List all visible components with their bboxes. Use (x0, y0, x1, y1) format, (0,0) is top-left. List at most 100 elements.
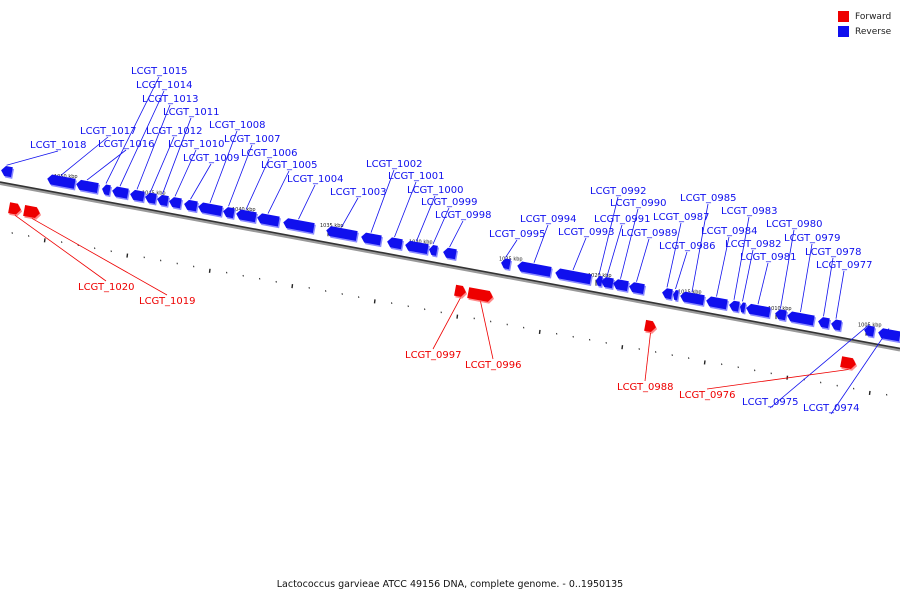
leader-line (636, 238, 650, 282)
gene-arrow-LCGT_0991[interactable] (600, 276, 614, 289)
gene-arrow-LCGT_0987[interactable] (661, 288, 673, 300)
gene-arrow-LCGT_1020[interactable] (8, 202, 22, 215)
gene-arrow-LCGT_0986[interactable] (672, 289, 679, 301)
leader-line (830, 328, 890, 415)
gene-arrow-LCGT_0999[interactable] (428, 244, 438, 256)
gene-arrow-LCGT_0995[interactable] (500, 258, 511, 270)
leader-line (119, 90, 165, 187)
gene-label-LCGT_1002: LCGT_1002 (366, 159, 423, 170)
gene-arrow-LCGT_0977[interactable] (830, 319, 842, 331)
gene-arrow-LCGT_1012[interactable] (144, 192, 157, 204)
scale-label: 1045 kbp (142, 190, 166, 196)
gene-label-LCGT_0998: LCGT_0998 (435, 210, 492, 221)
gene-arrow-LCGT_0979[interactable] (786, 311, 815, 326)
gene-arrow-LCGT_1014[interactable] (111, 186, 129, 199)
gene-LCGT_0980 (774, 308, 789, 323)
gene-arrow-LCGT_1008[interactable] (197, 202, 223, 216)
gene-arrow-LCGT_0990[interactable] (612, 279, 629, 292)
gene-arrow-LCGT_1019[interactable] (23, 205, 41, 219)
leader-line (572, 237, 587, 271)
leader-line (394, 181, 417, 238)
gene-arrow-LCGT_1010[interactable] (168, 196, 182, 209)
gene-arrow-LCGT_0982[interactable] (739, 302, 746, 313)
gene-arrow-LCGT_0994[interactable] (516, 261, 552, 277)
scale-label: 1030 kbp (409, 240, 433, 246)
gene-LCGT_0999 (428, 244, 440, 258)
leader-line (716, 236, 730, 297)
leader-line (267, 170, 290, 214)
gene-arrow-LCGT_1011[interactable] (156, 194, 169, 206)
gene-arrow-LCGT_1018[interactable] (0, 165, 13, 178)
gene-arrow-LCGT_1017[interactable] (46, 174, 76, 189)
leader-line (780, 229, 795, 309)
gene-arrow-LCGT_0981[interactable] (745, 303, 771, 318)
leader-line (505, 239, 518, 258)
gene-label-LCGT_1000: LCGT_1000 (407, 185, 464, 196)
leader-line (606, 224, 623, 277)
leader-line (644, 332, 651, 382)
leader-line (370, 169, 395, 233)
gene-arrow-LCGT_0992[interactable] (595, 275, 603, 287)
gene-arrow-LCGT_0984[interactable] (705, 296, 728, 310)
gene-label-LCGT_0997: LCGT_0997 (405, 350, 462, 361)
gene-arrow-LCGT_1013[interactable] (129, 189, 145, 202)
scale-label: 1020 kbp (588, 273, 612, 279)
minor-tick (291, 284, 294, 289)
gene-arrow-LCGT_1005[interactable] (256, 213, 280, 227)
gene-label-LCGT_1010: LCGT_1010 (168, 139, 225, 150)
gene-arrow-LCGT_0988[interactable] (644, 319, 657, 333)
gene-LCGT_0981 (745, 303, 772, 320)
gene-arrow-LCGT_1002[interactable] (360, 232, 382, 246)
gene-LCGT_0976 (840, 356, 858, 371)
gene-arrow-LCGT_1000[interactable] (404, 240, 429, 255)
gene-arrow-LCGT_0996[interactable] (467, 287, 494, 302)
gene-arrow-LCGT_1007[interactable] (222, 206, 235, 219)
gene-arrow-LCGT_0975[interactable] (863, 325, 875, 337)
gene-label-LCGT_1004: LCGT_1004 (287, 174, 344, 185)
gene-arrow-LCGT_0985[interactable] (679, 291, 705, 306)
gene-LCGT_0982 (739, 302, 748, 315)
gene-LCGT_0990 (612, 279, 630, 293)
gene-arrow-LCGT_0998[interactable] (442, 247, 457, 260)
gene-arrow-LCGT_1001[interactable] (386, 237, 403, 250)
gene-label-LCGT_0996: LCGT_0996 (465, 360, 522, 371)
gene-label-LCGT_0981: LCGT_0981 (740, 252, 797, 263)
gene-LCGT_0984 (705, 296, 729, 312)
gene-arrow-LCGT_1006[interactable] (235, 209, 257, 223)
gene-label-LCGT_1019: LCGT_1019 (139, 296, 196, 307)
gene-arrow-LCGT_0974[interactable] (877, 328, 900, 342)
gene-LCGT_0988 (644, 319, 658, 334)
gene-LCGT_1011 (156, 194, 171, 208)
gene-arrow-LCGT_1016[interactable] (75, 179, 99, 194)
gene-arrow-LCGT_0976[interactable] (840, 356, 857, 370)
gene-arrow-LCGT_1004[interactable] (282, 217, 315, 233)
gene-label-LCGT_0985: LCGT_0985 (680, 193, 737, 204)
gene-label-LCGT_0999: LCGT_0999 (421, 197, 478, 208)
leader-line (800, 243, 813, 313)
leader-line (6, 150, 59, 166)
leader-line (533, 224, 549, 263)
leader-line (769, 324, 870, 409)
leader-line (706, 369, 849, 390)
gene-arrow-LCGT_0983[interactable] (728, 300, 740, 312)
gene-arrow-LCGT_1015[interactable] (101, 184, 111, 196)
leader-line (432, 207, 450, 245)
gene-arrow-LCGT_1003[interactable] (325, 225, 358, 241)
leader-line (150, 136, 175, 193)
leader-line (228, 144, 253, 207)
gene-arrow-LCGT_0980[interactable] (774, 308, 787, 321)
backbone-shadow (0, 182, 900, 352)
gene-LCGT_0977 (830, 319, 844, 333)
gene-LCGT_0993 (554, 268, 593, 286)
leader-line (298, 184, 316, 220)
scale-label: 1040 kbp (232, 207, 256, 213)
gene-arrow-LCGT_0997[interactable] (454, 284, 467, 298)
gene-arrow-LCGT_1009[interactable] (183, 199, 198, 212)
gene-label-LCGT_0974: LCGT_0974 (803, 403, 860, 414)
gene-arrow-LCGT_0989[interactable] (628, 281, 645, 295)
gene-arrow-LCGT_0993[interactable] (554, 268, 592, 285)
gene-LCGT_1000 (404, 240, 430, 256)
leader-line (31, 218, 168, 296)
gene-arrow-LCGT_0978[interactable] (817, 316, 830, 329)
